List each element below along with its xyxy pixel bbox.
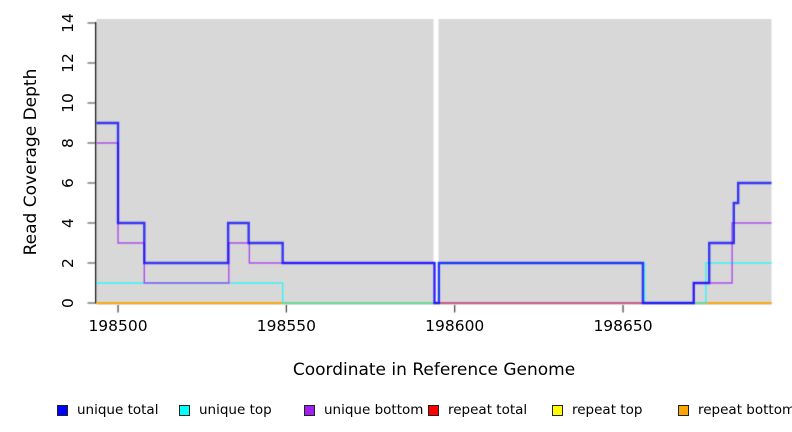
x-tick-label: 198550 <box>256 317 316 335</box>
x-tick-label: 198600 <box>425 317 485 335</box>
y-tick-label: 12 <box>59 53 77 73</box>
y-axis-title: Read Coverage Depth <box>21 68 41 256</box>
y-tick-label: 10 <box>59 93 77 113</box>
x-tick-label: 198650 <box>593 317 653 335</box>
y-tick-label: 6 <box>59 178 77 188</box>
y-tick-label: 8 <box>59 138 77 148</box>
y-tick-label: 14 <box>59 13 77 33</box>
y-tick-label: 4 <box>59 218 77 228</box>
y-tick-label: 0 <box>59 298 77 308</box>
y-tick-label: 2 <box>59 258 77 268</box>
x-axis-title: Coordinate in Reference Genome <box>292 360 576 380</box>
x-tick-label: 198500 <box>88 317 148 335</box>
